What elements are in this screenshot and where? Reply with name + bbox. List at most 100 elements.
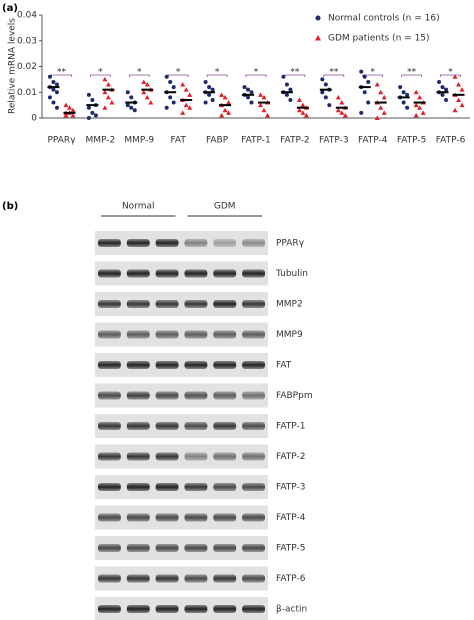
data-point [405, 92, 410, 97]
legend-marker [315, 15, 321, 21]
blot-band [126, 513, 150, 522]
data-point [452, 74, 458, 79]
protein-label: MMP2 [276, 300, 303, 310]
data-point [320, 77, 325, 82]
blot-band [213, 239, 237, 247]
data-point [86, 105, 91, 110]
x-tick-label: MMP-2 [85, 136, 115, 146]
data-point [246, 87, 250, 92]
blot-band [98, 269, 121, 278]
data-point [66, 105, 72, 110]
significance-bracket [128, 74, 150, 77]
blot-band [213, 330, 237, 339]
blot-strip [95, 475, 268, 499]
data-point [261, 107, 267, 113]
data-point [207, 92, 212, 97]
blot-band [126, 300, 150, 308]
blot-band [213, 300, 237, 308]
blot-band [98, 330, 121, 339]
data-point [452, 107, 458, 113]
data-point [296, 107, 302, 113]
significance-bracket [440, 74, 461, 77]
data-point [168, 79, 173, 84]
data-point [374, 115, 380, 120]
blot-band [242, 422, 265, 430]
blot-band [184, 544, 208, 552]
blot-band [213, 452, 237, 461]
blot-band [98, 513, 121, 522]
blot-band [213, 574, 237, 583]
data-point [125, 90, 130, 95]
data-point [339, 110, 345, 115]
data-point [203, 79, 208, 84]
data-point [413, 112, 419, 118]
protein-label: Tubulin [275, 269, 308, 279]
blot-strip [95, 597, 268, 620]
blot-band [242, 452, 265, 461]
data-point [219, 112, 225, 118]
data-point [417, 105, 423, 110]
blot-band [242, 574, 265, 583]
blot-band [242, 269, 265, 278]
data-point [381, 94, 387, 100]
data-point [86, 116, 91, 120]
blot-strip [95, 444, 268, 469]
protein-label: FATP-1 [276, 422, 306, 432]
significance-label: * [98, 68, 103, 78]
legend-marker [315, 35, 321, 41]
blot-band [184, 391, 208, 400]
blot-strip [95, 505, 268, 530]
blot-band [213, 361, 237, 369]
data-point [222, 107, 228, 113]
data-point [323, 82, 328, 87]
blot-band [184, 483, 208, 491]
blot-band [184, 422, 208, 430]
blot-band [98, 239, 121, 247]
group-label: GDM [214, 202, 236, 212]
x-tick-label: PPARγ [47, 136, 76, 146]
blot-band [155, 330, 179, 339]
data-point [261, 94, 267, 100]
data-point [90, 110, 95, 115]
group-label: Normal [122, 202, 155, 212]
data-point [359, 69, 364, 74]
data-point [180, 82, 186, 87]
data-point [258, 92, 263, 97]
x-tick-label: FATP-4 [358, 136, 388, 146]
data-point [171, 85, 176, 90]
blot-band [126, 605, 150, 613]
blot-strip [95, 231, 268, 255]
protein-label: FATP-4 [276, 513, 306, 523]
data-point [440, 92, 445, 97]
x-tick-label: FABP [206, 136, 229, 146]
data-point [125, 103, 130, 108]
protein-label: FATP-5 [276, 544, 306, 554]
blot-band [98, 361, 121, 369]
data-point [281, 74, 286, 79]
data-point [284, 92, 289, 97]
data-point [242, 85, 247, 90]
data-point [47, 74, 52, 79]
blot-band [242, 330, 265, 339]
y-tick-label: 0.02 [17, 62, 37, 72]
protein-label: β-actin [276, 605, 307, 615]
protein-label: FATP-2 [276, 452, 306, 462]
data-point [93, 113, 98, 118]
data-point [168, 95, 173, 100]
blot-strip [95, 353, 268, 377]
data-point [456, 97, 462, 102]
data-point [327, 103, 332, 108]
data-point [144, 82, 150, 87]
data-point [459, 87, 465, 92]
data-point [284, 82, 289, 87]
blot-strip [95, 322, 268, 347]
data-point [444, 97, 449, 102]
blot-band [126, 452, 150, 461]
data-point [378, 105, 384, 110]
data-point [398, 85, 403, 90]
blot-band [126, 361, 150, 369]
blot-band [184, 605, 208, 613]
blot-band [213, 605, 237, 613]
blot-band [98, 422, 121, 430]
significance-bracket [323, 74, 345, 77]
